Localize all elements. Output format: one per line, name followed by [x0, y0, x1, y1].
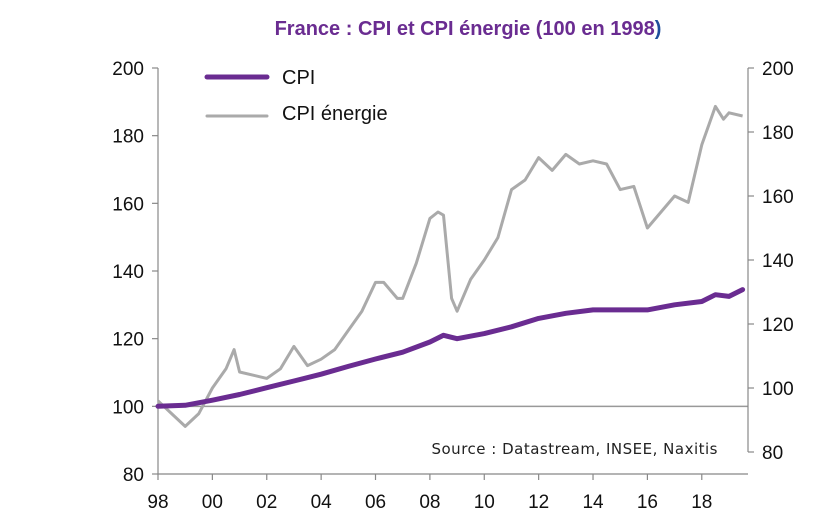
right-axis-tick-label: 100 — [762, 379, 794, 400]
series-layer — [155, 104, 746, 428]
x-axis-tick-label: 10 — [474, 492, 495, 513]
axes-layer: 8010012014016018020080100120140160180200… — [112, 59, 793, 513]
left-axis-tick-label: 140 — [112, 262, 144, 283]
left-axis-tick-label: 160 — [112, 194, 144, 215]
right-axis-tick-label: 160 — [762, 187, 794, 208]
chart-title-paren: ) — [655, 18, 662, 40]
right-axis-tick-label: 180 — [762, 123, 794, 144]
x-axis-tick-label: 12 — [528, 492, 549, 513]
source-note: Source : Datastream, INSEE, Naxitis — [431, 440, 718, 458]
chart-title-main: France : CPI et CPI énergie (100 en 1998 — [275, 18, 655, 40]
left-axis-tick-label: 80 — [123, 465, 144, 486]
legend-label-cpi: CPI — [282, 67, 315, 89]
x-axis-tick-label: 06 — [365, 492, 386, 513]
series-line-cpi — [155, 287, 746, 409]
left-axis-tick-label: 200 — [112, 59, 144, 80]
series-line-cpi-energie — [156, 104, 743, 428]
legend: CPI CPI énergie — [204, 67, 388, 125]
right-axis-tick-label: 80 — [762, 443, 783, 464]
left-axis-tick-label: 120 — [112, 330, 144, 351]
right-axis-tick-label: 200 — [762, 59, 794, 80]
right-axis-tick-label: 120 — [762, 315, 794, 336]
x-axis-tick-label: 98 — [147, 492, 168, 513]
left-axis-tick-label: 180 — [112, 127, 144, 148]
x-axis-tick-label: 14 — [582, 492, 604, 513]
x-axis-tick-label: 02 — [256, 492, 277, 513]
x-axis-tick-label: 00 — [202, 492, 223, 513]
x-axis-tick-label: 04 — [311, 492, 333, 513]
x-axis-tick-label: 16 — [637, 492, 658, 513]
chart-title: France : CPI et CPI énergie (100 en 1998… — [275, 18, 662, 40]
x-axis-tick-label: 08 — [419, 492, 440, 513]
right-axis-tick-label: 140 — [762, 251, 794, 272]
legend-label-energy: CPI énergie — [282, 103, 388, 125]
left-axis-tick-label: 100 — [112, 397, 144, 418]
x-axis-tick-label: 18 — [691, 492, 712, 513]
